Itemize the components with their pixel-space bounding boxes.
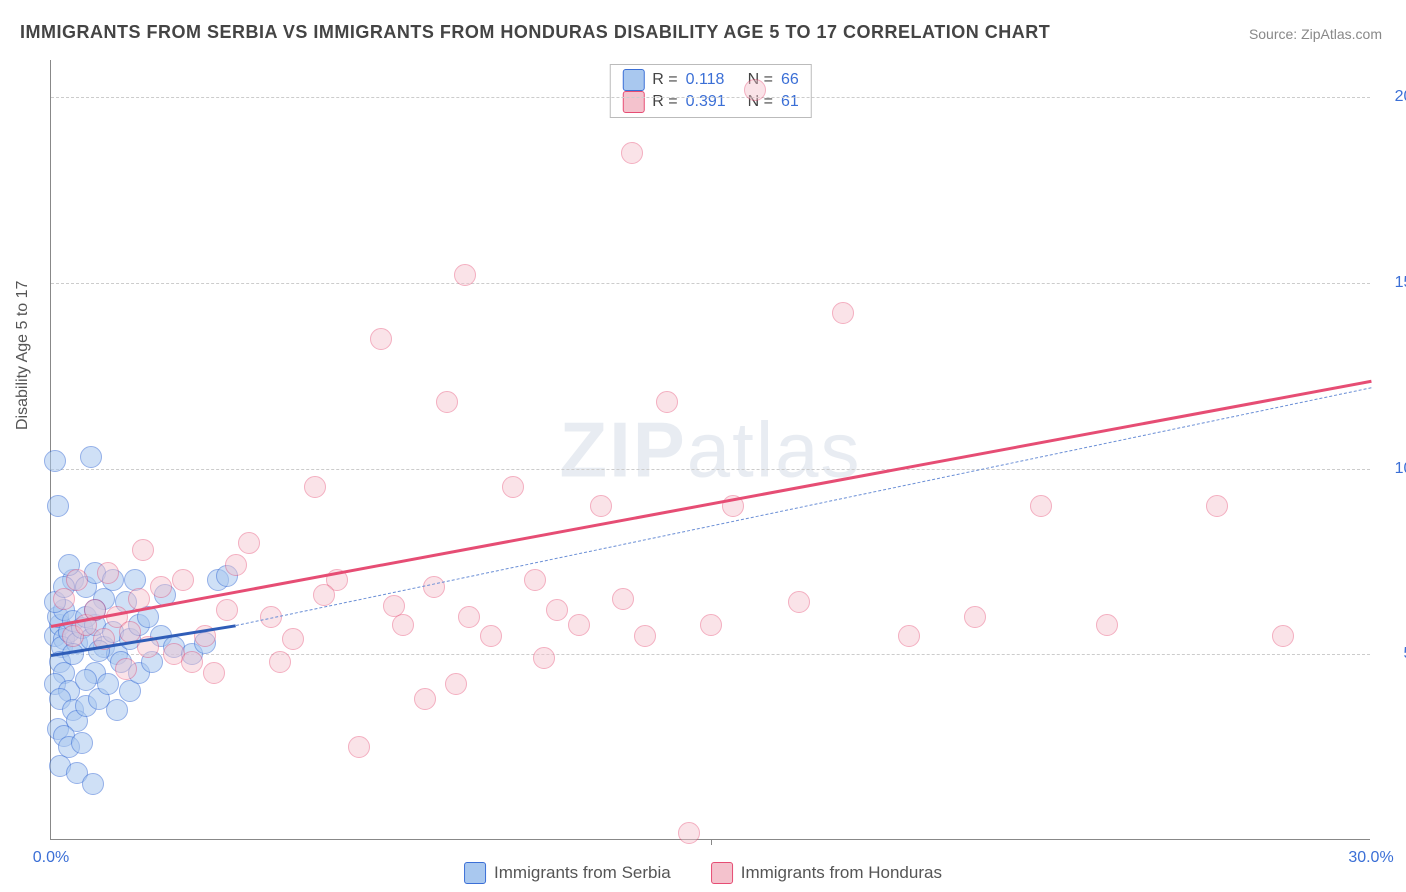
scatter-point xyxy=(181,651,203,673)
scatter-point xyxy=(590,495,612,517)
scatter-point xyxy=(436,391,458,413)
scatter-point xyxy=(612,588,634,610)
scatter-point xyxy=(656,391,678,413)
legend-series-label: Immigrants from Serbia xyxy=(494,863,671,883)
legend-series-item: Immigrants from Honduras xyxy=(711,862,942,884)
scatter-point xyxy=(832,302,854,324)
scatter-point xyxy=(348,736,370,758)
scatter-point xyxy=(66,569,88,591)
watermark-bold: ZIP xyxy=(559,405,686,493)
scatter-point xyxy=(47,495,69,517)
gridline-h xyxy=(51,469,1370,470)
scatter-point xyxy=(80,446,102,468)
legend-series-item: Immigrants from Serbia xyxy=(464,862,671,884)
scatter-point xyxy=(568,614,590,636)
scatter-point xyxy=(172,569,194,591)
legend-r-label: R = xyxy=(652,71,677,89)
scatter-point xyxy=(502,476,524,498)
y-tick-label: 5.0% xyxy=(1380,645,1406,663)
source-label: Source: xyxy=(1249,26,1301,42)
legend-r-value: 0.118 xyxy=(686,71,740,89)
scatter-point xyxy=(150,576,172,598)
legend-swatch xyxy=(464,862,486,884)
legend-swatch xyxy=(622,91,644,113)
scatter-point xyxy=(546,599,568,621)
x-minor-tick xyxy=(711,839,712,845)
chart-title: IMMIGRANTS FROM SERBIA VS IMMIGRANTS FRO… xyxy=(20,22,1050,43)
scatter-point xyxy=(458,606,480,628)
scatter-point xyxy=(115,658,137,680)
y-tick-label: 10.0% xyxy=(1380,460,1406,478)
legend-series: Immigrants from Serbia Immigrants from Ho… xyxy=(464,862,942,884)
y-tick-label: 15.0% xyxy=(1380,274,1406,292)
y-tick-label: 20.0% xyxy=(1380,88,1406,106)
scatter-point xyxy=(216,599,238,621)
gridline-h xyxy=(51,283,1370,284)
legend-n-value: 66 xyxy=(781,71,799,89)
scatter-point xyxy=(423,576,445,598)
scatter-point xyxy=(445,673,467,695)
scatter-point xyxy=(454,264,476,286)
scatter-point xyxy=(964,606,986,628)
scatter-point xyxy=(1272,625,1294,647)
scatter-point xyxy=(106,699,128,721)
legend-series-label: Immigrants from Honduras xyxy=(741,863,942,883)
scatter-point xyxy=(383,595,405,617)
scatter-point xyxy=(744,79,766,101)
scatter-point xyxy=(53,588,75,610)
scatter-point xyxy=(282,628,304,650)
legend-n-value: 61 xyxy=(781,93,799,111)
gridline-h xyxy=(51,97,1370,98)
legend-stats-box: R =0.118N =66R =0.391N =61 xyxy=(609,64,811,118)
scatter-point xyxy=(225,554,247,576)
scatter-point xyxy=(44,450,66,472)
scatter-point xyxy=(75,669,97,691)
legend-stat-row: R =0.391N =61 xyxy=(622,91,798,113)
scatter-point xyxy=(370,328,392,350)
scatter-point xyxy=(524,569,546,591)
x-tick-label: 30.0% xyxy=(1348,849,1393,867)
legend-r-value: 0.391 xyxy=(686,93,740,111)
legend-swatch xyxy=(622,69,644,91)
scatter-point xyxy=(678,822,700,844)
scatter-point xyxy=(898,625,920,647)
scatter-point xyxy=(238,532,260,554)
scatter-point xyxy=(533,647,555,669)
scatter-point xyxy=(132,539,154,561)
y-axis-label: Disability Age 5 to 17 xyxy=(14,281,32,430)
trend-line xyxy=(51,379,1372,627)
scatter-point xyxy=(269,651,291,673)
scatter-point xyxy=(203,662,225,684)
scatter-point xyxy=(97,562,119,584)
legend-stat-row: R =0.118N =66 xyxy=(622,69,798,91)
gridline-h xyxy=(51,654,1370,655)
scatter-point xyxy=(304,476,326,498)
scatter-point xyxy=(788,591,810,613)
scatter-point xyxy=(480,625,502,647)
watermark: ZIPatlas xyxy=(559,404,861,495)
scatter-point xyxy=(1206,495,1228,517)
legend-r-label: R = xyxy=(652,93,677,111)
scatter-point xyxy=(414,688,436,710)
scatter-point xyxy=(82,773,104,795)
scatter-point xyxy=(1030,495,1052,517)
scatter-point xyxy=(621,142,643,164)
scatter-point xyxy=(1096,614,1118,636)
scatter-point xyxy=(700,614,722,636)
x-tick-label: 0.0% xyxy=(33,849,69,867)
scatter-point xyxy=(634,625,656,647)
source-attribution: Source: ZipAtlas.com xyxy=(1249,26,1382,42)
legend-swatch xyxy=(711,862,733,884)
source-link[interactable]: ZipAtlas.com xyxy=(1301,26,1382,42)
scatter-point xyxy=(97,673,119,695)
chart-plot-area: ZIPatlas R =0.118N =66R =0.391N =61 5.0%… xyxy=(50,60,1370,840)
scatter-point xyxy=(313,584,335,606)
scatter-point xyxy=(71,732,93,754)
trend-line xyxy=(236,387,1371,626)
